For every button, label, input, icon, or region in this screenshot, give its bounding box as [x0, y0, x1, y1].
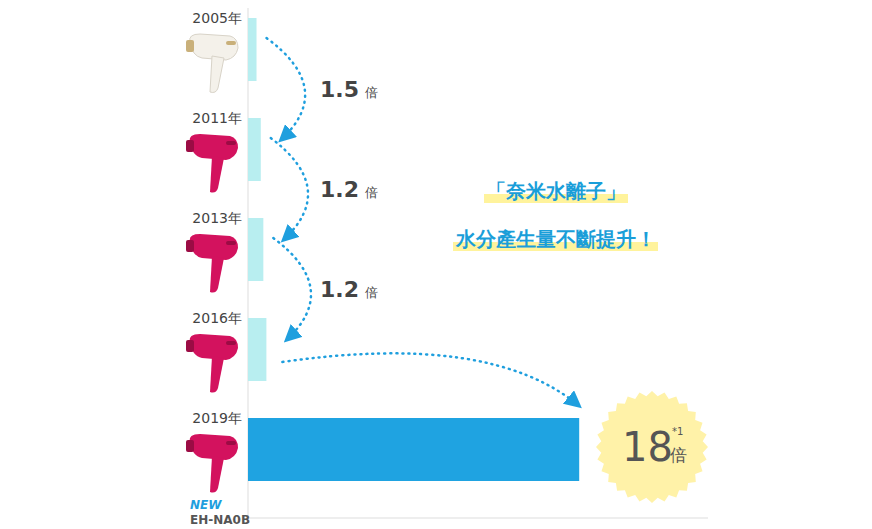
dryer-icon: [186, 234, 238, 293]
x-axis-line: [248, 518, 708, 519]
multiplier-label: 1.2 倍: [320, 177, 378, 202]
dryer-handle: [210, 156, 224, 193]
multiplier-value: 1.2: [320, 177, 359, 202]
multiplier-unit: 倍: [365, 285, 378, 300]
category-label: 2019年: [192, 410, 242, 426]
dryer-icon: [186, 334, 238, 393]
chart-svg: 2005年2011年2013年2016年2019年1.5倍1.2倍1.2倍18*…: [0, 0, 872, 529]
dryer-body: [190, 434, 238, 460]
arrow: [273, 238, 311, 340]
bar: [248, 118, 261, 181]
dryer-nozzle: [186, 340, 194, 352]
bar: [248, 418, 579, 481]
chart-root: 2005年2011年2013年2016年2019年1.5倍1.2倍1.2倍18*…: [0, 0, 872, 529]
arrow: [267, 38, 306, 140]
category-label: 2011年: [192, 110, 242, 126]
title-text: 水分產生量不斷提升！: [455, 227, 656, 251]
multiplier-value: 1.5: [320, 77, 359, 102]
multiplier-unit: 倍: [365, 85, 378, 100]
dryer-accent: [226, 441, 236, 445]
dryer-body: [190, 234, 238, 260]
dryer-body: [190, 134, 238, 160]
dryer-accent: [226, 241, 236, 245]
dryer-handle: [210, 56, 224, 93]
dryer-icon: [186, 34, 238, 93]
multiplier-unit: 倍: [365, 185, 378, 200]
burst-badge: [596, 391, 708, 503]
bar: [248, 318, 266, 381]
bar: [248, 218, 263, 281]
title-text: 「奈米水離子」: [486, 179, 626, 203]
dryer-accent: [226, 41, 236, 45]
dryer-accent: [226, 341, 236, 345]
dryer-handle: [210, 256, 224, 293]
dryer-body: [190, 334, 238, 360]
dryer-handle: [210, 456, 224, 493]
category-label: 2005年: [192, 10, 242, 26]
dryer-nozzle: [186, 440, 194, 452]
multiplier-value: 1.2: [320, 277, 359, 302]
model-badge: NEW: [190, 498, 222, 512]
multiplier-label: 1.5 倍: [320, 77, 378, 102]
dryer-handle: [210, 356, 224, 393]
footnote-mark: *1: [672, 426, 683, 437]
category-label: 2016年: [192, 310, 242, 326]
bar: [248, 18, 257, 81]
dryer-icon: [186, 434, 238, 493]
arrow: [282, 353, 579, 406]
multiplier-label: 1.2 倍: [320, 277, 378, 302]
dryer-nozzle: [186, 240, 194, 252]
dryer-nozzle: [186, 140, 194, 152]
model-name: EH-NA0B: [190, 513, 250, 527]
burst-value: 18: [622, 424, 673, 470]
arrow: [271, 138, 308, 240]
dryer-accent: [226, 141, 236, 145]
category-label: 2013年: [192, 210, 242, 226]
burst-unit: 倍: [670, 445, 687, 465]
dryer-icon: [186, 134, 238, 193]
dryer-nozzle: [186, 40, 194, 52]
